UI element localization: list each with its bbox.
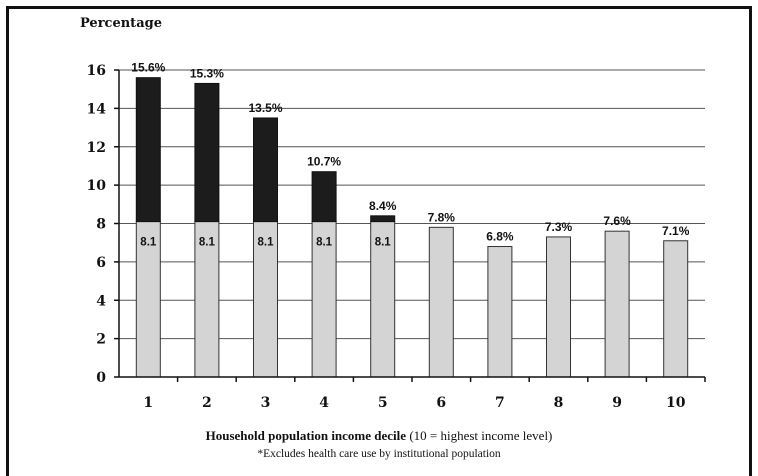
x-tick-label: 7 [495, 395, 505, 411]
y-tick-label: 4 [96, 293, 106, 309]
bar-base-label: 8.1 [199, 237, 216, 249]
bar-base-segment [604, 230, 630, 378]
bar-total-label: 8.4% [369, 199, 397, 213]
y-tick-label: 16 [87, 63, 106, 79]
x-axis-label-rest: (10 = highest income level) [409, 428, 553, 443]
y-tick-label: 12 [87, 140, 106, 156]
bar-base-label: 8.1 [140, 237, 157, 249]
bar-total-label: 15.3% [190, 66, 224, 80]
x-tick-label: 4 [319, 395, 329, 411]
bar-base-label: 8.1 [316, 237, 333, 249]
bar-total-label: 15.6% [131, 61, 165, 75]
bar-base-segment [546, 236, 571, 378]
x-tick-label: 8 [554, 395, 564, 411]
bar-top-segment [370, 215, 396, 223]
bar-base-label: 8.1 [375, 237, 392, 249]
bar-total-label: 10.7% [307, 155, 341, 169]
bar-top-segment [135, 77, 161, 223]
x-tick-label: 5 [378, 395, 388, 411]
bar-base-segment [487, 246, 513, 378]
y-tick-label: 10 [87, 178, 107, 194]
x-tick-labels: 1 2 3 4 5 6 7 8 9 10 [143, 395, 685, 411]
bar-total-label: 7.8% [428, 210, 456, 224]
y-tick-labels: 0 2 4 6 8 10 12 14 16 [87, 63, 107, 386]
y-tick-label: 2 [96, 332, 106, 348]
bar-base-segment [663, 240, 689, 378]
bar-total-label: 6.8% [486, 230, 514, 244]
bar-base-label: 8.1 [258, 237, 275, 249]
x-tick-label: 2 [202, 395, 212, 411]
y-tick-label: 0 [96, 370, 106, 386]
bar-base-segment [428, 226, 454, 378]
x-axis-label-bold: Household population income decile [205, 428, 407, 443]
x-tick-label: 6 [436, 395, 446, 411]
bar-total-label: 7.3% [545, 220, 573, 234]
bar-top-segment [194, 82, 220, 223]
bar-base-segment [311, 221, 337, 378]
bars [135, 77, 689, 378]
y-tick-label: 14 [87, 101, 107, 117]
bar-base-segment [135, 221, 161, 378]
axes [114, 69, 706, 382]
y-axis-label: Percentage [80, 16, 162, 31]
bar-total-label: 7.1% [662, 224, 690, 238]
x-axis-label: Household population income decile (10 =… [0, 428, 758, 444]
x-tick-label: 1 [143, 395, 153, 411]
y-tick-label: 8 [96, 217, 106, 233]
footnote: *Excludes health care use by institution… [257, 448, 501, 460]
x-tick-label: 9 [612, 395, 622, 411]
bar-total-label: 7.6% [603, 214, 631, 228]
y-tick-label: 6 [96, 255, 106, 271]
x-tick-label: 10 [666, 395, 686, 411]
bar-top-segment [253, 117, 278, 223]
bar-top-segment [311, 171, 337, 223]
x-tick-label: 3 [261, 395, 271, 411]
bar-total-label: 13.5% [248, 101, 282, 115]
data-labels: 15.6% 8.1 15.3% 8.1 13.5% 8.1 10.7% 8.1 8.4% 8.1 7… [131, 61, 689, 249]
